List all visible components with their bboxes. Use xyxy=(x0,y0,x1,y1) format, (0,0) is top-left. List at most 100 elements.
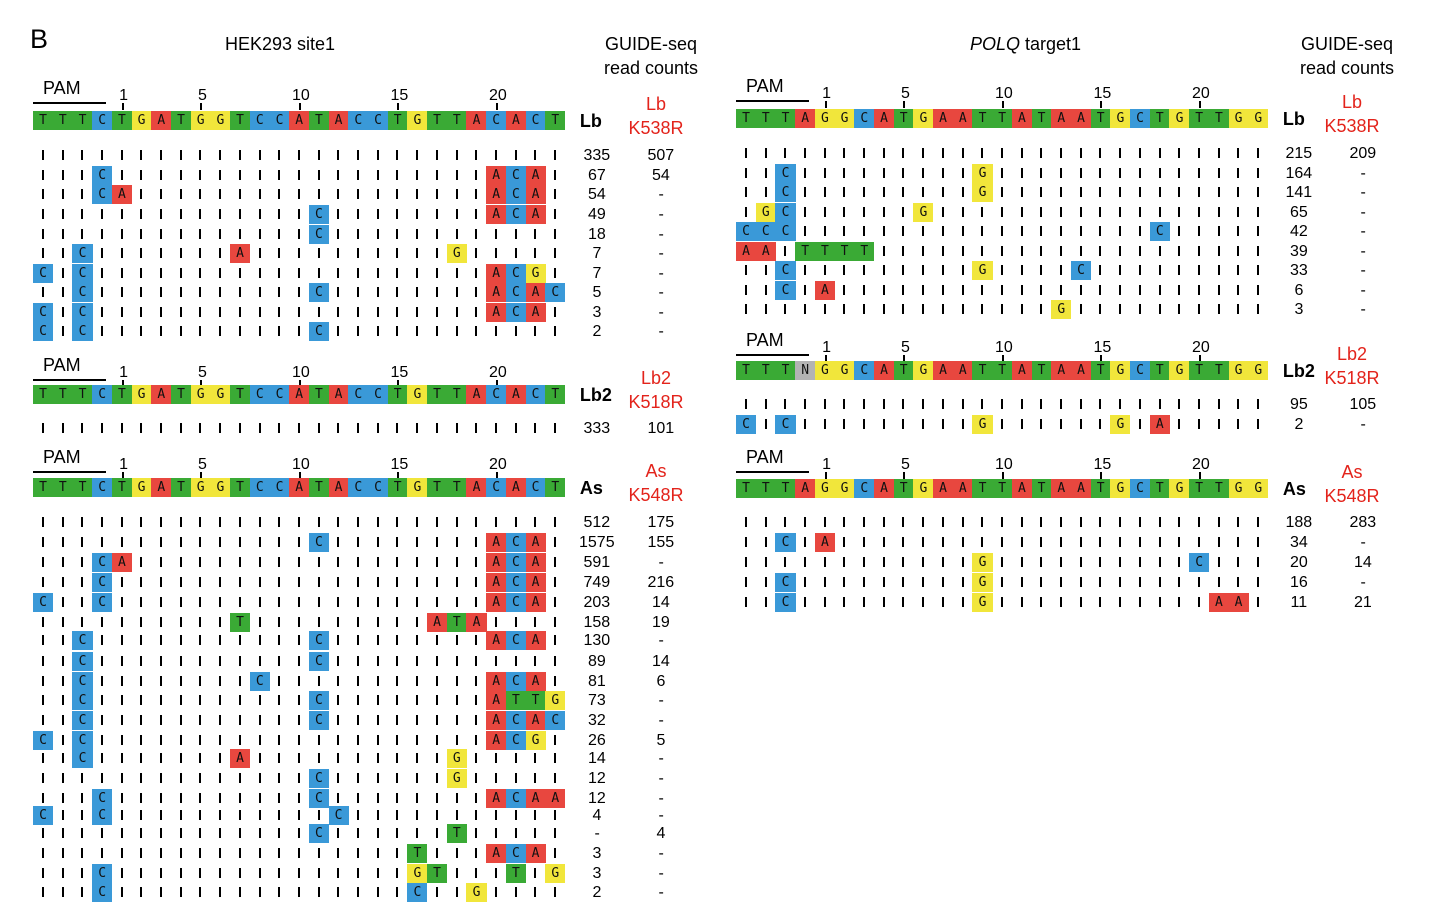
wt-read-count: 188 xyxy=(1285,514,1313,531)
variant-read-count: - xyxy=(658,554,664,571)
mismatch-base: C xyxy=(505,630,526,650)
match-tick xyxy=(396,537,399,547)
position-tick xyxy=(298,472,301,479)
match-tick xyxy=(1099,226,1102,236)
counts-header-line: read counts xyxy=(604,58,699,78)
match-tick xyxy=(297,634,300,645)
match-tick xyxy=(357,577,360,587)
match-tick xyxy=(1040,167,1043,178)
match-tick xyxy=(902,245,905,256)
match-tick xyxy=(317,189,320,199)
match-tick xyxy=(416,577,419,587)
variant-read-count: - xyxy=(1360,534,1366,551)
match-tick xyxy=(863,304,866,314)
match-tick xyxy=(396,287,399,297)
position-tick xyxy=(824,472,827,479)
match-tick xyxy=(981,206,984,217)
match-tick xyxy=(278,773,281,783)
match-tick xyxy=(882,418,885,429)
mismatch-base: A xyxy=(525,302,546,322)
mismatch-base: C xyxy=(92,185,113,204)
match-tick xyxy=(823,597,826,607)
match-tick xyxy=(554,655,557,666)
variant-label: K548R xyxy=(628,485,684,505)
match-tick xyxy=(554,248,557,258)
match-tick xyxy=(922,148,925,158)
variant-read-count: 6 xyxy=(656,672,666,690)
match-tick xyxy=(297,228,300,239)
match-tick xyxy=(803,187,806,197)
reference-base: T xyxy=(893,109,914,128)
match-tick xyxy=(337,868,340,878)
match-tick xyxy=(337,675,340,686)
match-tick xyxy=(357,793,360,803)
match-tick xyxy=(961,206,964,217)
match-tick xyxy=(337,306,340,317)
match-tick xyxy=(357,150,360,160)
match-tick xyxy=(317,267,320,278)
match-tick xyxy=(278,828,281,838)
match-tick xyxy=(179,828,182,838)
match-tick xyxy=(160,517,163,527)
match-tick xyxy=(1217,517,1220,527)
reference-base: A xyxy=(328,478,349,497)
match-tick xyxy=(475,189,478,199)
pam-label: PAM xyxy=(746,330,784,350)
match-tick xyxy=(1060,226,1063,236)
reference-base: A xyxy=(795,109,816,128)
variant-label: As xyxy=(645,461,667,481)
match-tick xyxy=(475,735,478,745)
mismatch-base: C xyxy=(72,263,93,283)
match-tick xyxy=(843,265,846,275)
match-tick xyxy=(199,169,202,180)
mismatch-base: C xyxy=(72,651,93,671)
pam-label: PAM xyxy=(43,355,81,375)
match-tick xyxy=(494,828,497,838)
match-tick xyxy=(140,557,143,567)
match-tick xyxy=(357,287,360,297)
match-tick xyxy=(843,577,846,587)
match-tick xyxy=(179,189,182,199)
match-tick xyxy=(961,226,964,236)
match-tick xyxy=(1197,284,1200,295)
match-tick xyxy=(455,655,458,666)
match-tick xyxy=(179,517,182,527)
wt-read-count: 12 xyxy=(588,770,606,787)
match-tick xyxy=(494,655,497,666)
match-tick xyxy=(981,517,984,527)
match-tick xyxy=(554,848,557,858)
match-tick xyxy=(219,517,222,527)
match-tick xyxy=(823,226,826,236)
match-tick xyxy=(219,634,222,645)
variant-label: Lb xyxy=(1342,92,1363,112)
match-tick xyxy=(219,267,222,278)
match-tick xyxy=(1257,167,1260,178)
mismatch-base: T xyxy=(834,241,855,261)
match-tick xyxy=(100,655,103,666)
mismatch-base: C xyxy=(92,165,113,185)
position-label: 10 xyxy=(994,85,1013,102)
mismatch-base: G xyxy=(545,691,566,710)
reference-base: C xyxy=(92,385,113,404)
match-tick xyxy=(41,655,44,666)
mismatch-base: A xyxy=(486,553,507,572)
match-tick xyxy=(435,753,438,763)
match-tick xyxy=(160,735,163,745)
match-tick xyxy=(475,868,478,878)
match-tick xyxy=(81,793,84,803)
mismatch-base: C xyxy=(308,711,329,730)
match-tick xyxy=(140,675,143,686)
match-tick xyxy=(514,828,517,838)
position-tick xyxy=(824,355,827,362)
mismatch-base: T xyxy=(814,241,835,261)
mismatch-base: C xyxy=(33,731,54,750)
match-tick xyxy=(803,577,806,587)
match-tick xyxy=(1000,399,1003,409)
match-tick xyxy=(376,810,379,820)
reference-base: G xyxy=(1248,109,1269,128)
match-tick xyxy=(120,537,123,547)
match-tick xyxy=(376,228,379,239)
mismatch-base: G xyxy=(972,163,993,183)
match-tick xyxy=(199,773,202,783)
